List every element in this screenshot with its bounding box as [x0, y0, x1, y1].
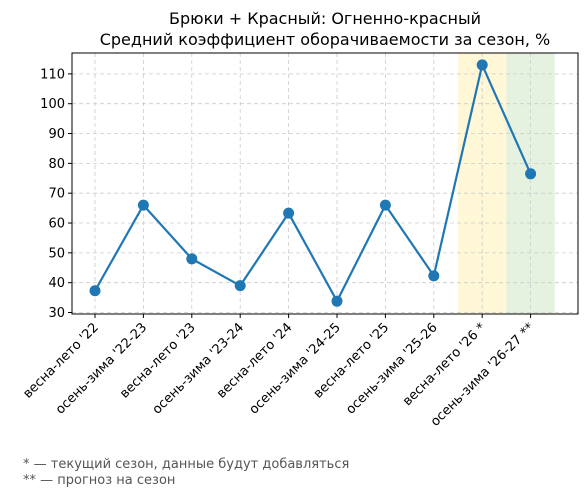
x-tick-label: осень-зима '24-25 — [247, 320, 344, 417]
current-season-band — [458, 53, 507, 314]
forecast-season-band — [506, 53, 555, 314]
y-tick-label: 60 — [48, 217, 65, 232]
y-tick-label: 100 — [40, 97, 65, 112]
data-point — [476, 59, 488, 71]
data-point — [428, 270, 440, 282]
y-tick-label: 80 — [48, 157, 65, 172]
chart-title-line1: Брюки + Красный: Огненно-красный — [169, 9, 481, 28]
x-tick-label: осень-зима '22-23 — [53, 320, 150, 417]
x-tick-label: осень-зима '25-26 — [343, 320, 440, 417]
data-point — [137, 199, 149, 211]
x-tick-label: осень-зима '23-24 — [150, 320, 247, 417]
data-point — [283, 207, 295, 219]
series-line — [94, 61, 532, 304]
season-highlight-bands — [458, 53, 555, 314]
data-point — [89, 285, 101, 297]
y-axis: 30 40 50 60 70 80 90 100 110 — [40, 67, 72, 321]
turnover-line-chart: Брюки + Красный: Огненно-красный Средний… — [20, 9, 579, 430]
y-tick-label: 40 — [48, 276, 65, 291]
data-point — [186, 253, 198, 265]
data-series — [89, 59, 537, 307]
data-point — [331, 295, 343, 307]
y-tick-label: 50 — [48, 246, 65, 261]
chart-title-line2: Средний коэффициент оборачиваемости за с… — [100, 30, 551, 49]
x-tick-label: весна-лето '26 * — [400, 320, 489, 409]
data-point — [379, 199, 391, 211]
plot-frame — [71, 52, 579, 315]
data-point — [234, 280, 246, 292]
y-tick-label: 70 — [48, 187, 65, 202]
data-point — [525, 168, 537, 180]
footnote-current-season: * — текущий сезон, данные будут добавлят… — [23, 457, 350, 472]
y-tick-label: 90 — [48, 127, 65, 142]
y-tick-label: 110 — [40, 67, 65, 82]
footnote-forecast: ** — прогноз на сезон — [23, 473, 176, 488]
y-tick-label: 30 — [48, 306, 65, 321]
